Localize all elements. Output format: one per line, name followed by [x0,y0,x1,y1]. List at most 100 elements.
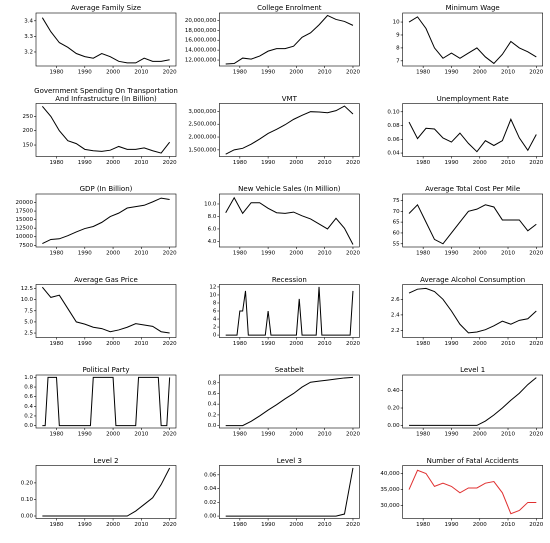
y-tick-label: 5.0 [24,319,33,325]
x-tick-label: 1990 [78,432,92,438]
y-tick-label: 8.0 [208,214,217,220]
x-tick-label: 2010 [501,70,515,76]
x-tick-label: 2010 [134,432,148,438]
x-tick-label: 1990 [444,251,458,257]
x-tick-label: 2020 [529,70,543,76]
y-tick-label: 3,000,000 [188,109,216,115]
x-tick-label: 2010 [501,432,515,438]
x-tick-label: 2000 [289,522,303,528]
data-line [42,197,170,245]
x-tick-label: 2020 [346,160,360,166]
y-tick-label: 16,000,000 [185,38,217,44]
chart-title: Government Spending On Transportation An… [34,86,178,103]
x-tick-label: 2000 [106,251,120,257]
y-tick-label: 3.4 [24,18,33,24]
plot-frame [219,465,360,519]
y-tick-label: 70 [393,209,400,215]
x-tick-label: 1990 [444,160,458,166]
x-tick-label: 1980 [233,341,247,347]
y-tick-label: 0.06 [387,137,400,143]
x-tick-label: 1980 [50,341,64,347]
x-tick-label: 2010 [318,522,332,528]
chart-title: GDP (In Billion) [79,185,133,193]
y-tick-label: 250 [23,114,34,120]
y-tick-label: 15000 [16,217,34,223]
x-tick-label: 1980 [233,70,247,76]
x-tick-label: 1990 [78,70,92,76]
x-tick-label: 1990 [78,341,92,347]
y-tick-label: 9 [396,32,400,38]
y-tick-label: 150 [23,143,34,149]
y-tick-label: 2.2 [391,328,400,334]
plot-frame [35,374,177,429]
y-tick-label: 7500 [19,243,33,249]
y-tick-label: 2 [213,325,217,331]
y-tick-label: 10 [393,20,400,26]
x-tick-label: 2000 [473,251,487,257]
y-tick-label: 35,000 [380,487,400,493]
x-tick-label: 1990 [78,160,92,166]
x-tick-label: 1990 [261,522,275,528]
y-tick-label: 7.5 [24,308,33,314]
x-tick-label: 2010 [318,251,332,257]
x-tick-label: 1980 [50,70,64,76]
plot-frame [35,103,177,157]
x-tick-label: 2020 [163,522,177,528]
plot-frame [35,465,177,519]
y-tick-label: 8 [213,300,217,306]
data-line [408,203,537,245]
plot-frame [402,193,543,248]
plot-frame [35,12,177,67]
x-tick-label: 2000 [106,522,120,528]
data-line [225,286,354,336]
plot-frame [35,193,177,248]
chart-title: Political Party [82,366,130,374]
y-tick-label: 10.0 [21,297,34,303]
y-tick-label: 0.20 [387,406,400,412]
x-tick-label: 2000 [473,160,487,166]
x-tick-label: 2010 [134,160,148,166]
x-tick-label: 1980 [416,341,430,347]
chart-title: Seatbelt [274,366,304,374]
plot-frame [402,103,543,157]
x-tick-label: 1980 [416,522,430,528]
y-tick-label: 0.0 [208,423,217,429]
y-tick-label: 7 [396,58,400,64]
data-line [408,469,537,515]
data-line [408,16,537,65]
y-tick-label: 0.04 [387,151,400,157]
chart-title: New Vehicle Sales (In Million) [238,185,341,193]
y-tick-label: 10 [209,292,216,298]
x-tick-label: 2010 [318,432,332,438]
x-tick-label: 2010 [501,341,515,347]
plot-frame [402,284,543,338]
x-tick-label: 2000 [473,432,487,438]
chart-title: College Enrolment [257,4,322,12]
y-tick-label: 2.5 [24,331,33,337]
x-tick-label: 2010 [501,160,515,166]
x-tick-label: 2020 [529,341,543,347]
plot-frame [402,465,543,519]
x-tick-label: 2020 [529,251,543,257]
y-tick-label: 0.00 [387,423,400,429]
data-line [225,196,354,245]
x-tick-label: 1980 [416,70,430,76]
x-tick-label: 1990 [261,341,275,347]
x-tick-label: 2010 [501,251,515,257]
y-tick-label: 2,000,000 [188,135,216,141]
x-tick-label: 2000 [473,70,487,76]
x-tick-label: 2010 [318,160,332,166]
y-tick-label: 200 [23,128,34,134]
chart-title: Average Alcohol Consumption [420,275,526,284]
y-tick-label: 6 [213,309,217,315]
y-tick-label: 0.4 [24,404,33,410]
y-tick-label: 0.10 [387,109,400,115]
x-tick-label: 2020 [346,251,360,257]
y-tick-label: 0.8 [24,385,33,391]
chart-title: Level 3 [276,456,302,465]
chart-title: Minimum Wage [445,4,500,12]
y-tick-label: 0.00 [21,514,34,520]
chart-title: Number of Fatal Accidents [426,456,519,465]
y-tick-label: 60 [393,230,400,236]
data-line [225,467,354,517]
